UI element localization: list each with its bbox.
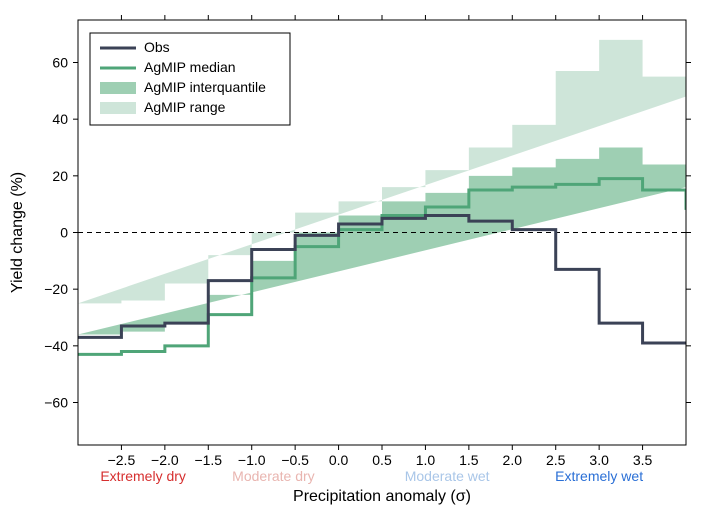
legend-label: Obs [144,39,170,55]
x-tick-label: 0.5 [372,452,392,468]
chart-svg: −60 −40 −20 0 20 40 60 −2.5 −2.0 −1.5 −1.0 −0.5 0.0 0… [0,0,709,508]
x-tick-label: −1.0 [238,452,266,468]
x-tick-label: 1.5 [459,452,479,468]
x-tick-label: −2.0 [151,452,179,468]
x-tick-label: 3.5 [633,452,653,468]
x-axis-annotation: Extremely wet [555,468,643,484]
legend-label: AgMIP interquantile [144,79,266,95]
x-tick-label: −0.5 [281,452,309,468]
y-tick-label: 20 [52,168,68,184]
x-tick-label: 1.0 [416,452,436,468]
y-tick-label: 60 [52,55,68,71]
legend-label: AgMIP median [144,59,236,75]
x-axis-annotation: Moderate wet [405,468,490,484]
agmip-interquantile-band [78,148,686,335]
y-tick-label: −20 [44,281,68,297]
y-tick-label: 0 [60,225,68,241]
chart-container: −60 −40 −20 0 20 40 60 −2.5 −2.0 −1.5 −1.0 −0.5 0.0 0… [0,0,709,508]
x-tick-label: −2.5 [108,452,136,468]
y-tick-label: −60 [44,395,68,411]
legend-sample-swatch [100,82,136,94]
x-tick-label: −1.5 [194,452,222,468]
y-tick-label: −40 [44,338,68,354]
legend: Obs AgMIP median AgMIP interquantile AgMIP … [90,33,290,125]
x-tick-label: 2.5 [546,452,566,468]
x-axis-annotation: Extremely dry [100,468,186,484]
x-tick-label: 0.0 [329,452,349,468]
y-tick-label: 40 [52,111,68,127]
x-axis-label: Precipitation anomaly (σ) [293,488,471,505]
y-axis-label: Yield change (%) [9,172,26,293]
legend-sample-swatch [100,102,136,114]
legend-label: AgMIP range [144,99,226,115]
x-axis-annotation: Moderate dry [232,468,314,484]
x-tick-label: 2.0 [503,452,523,468]
x-tick-label: 3.0 [589,452,609,468]
